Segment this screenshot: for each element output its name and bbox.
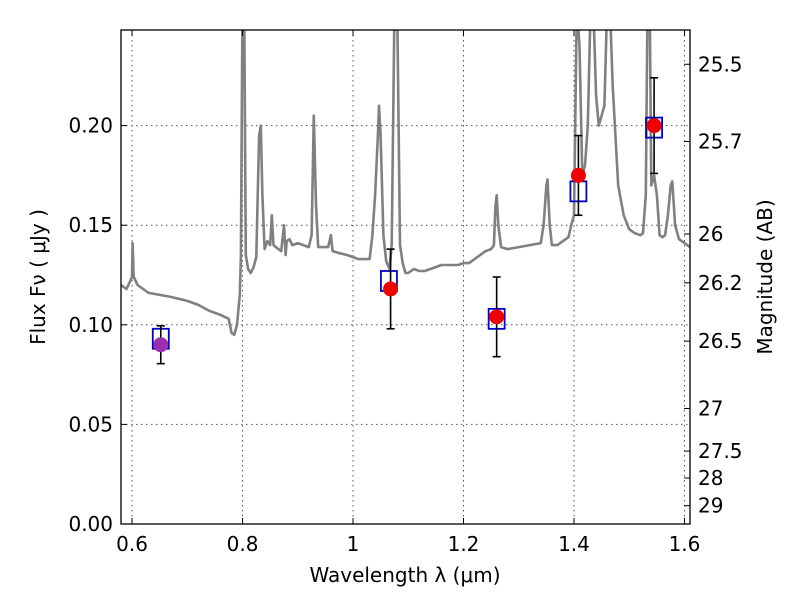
observed-point: [153, 337, 169, 353]
plot-frame: [120, 29, 691, 525]
right-tick-label: 25.7: [698, 130, 743, 154]
y-tick-label: 0.05: [68, 412, 113, 436]
y-tick-label: 0.10: [68, 313, 113, 337]
x-tick-label: 1.4: [558, 532, 590, 556]
x-axis-label: Wavelength λ (μm): [309, 563, 500, 587]
spectrum-line: [121, 30, 690, 337]
right-tick-label: 25.5: [698, 52, 743, 76]
right-tick-label: 29: [698, 494, 723, 518]
right-tick-label: 27: [698, 396, 723, 420]
observed-point: [570, 167, 586, 183]
y-tick-label: 0.00: [68, 512, 113, 536]
y-tick-label: 0.15: [68, 213, 113, 237]
observed-point: [646, 118, 662, 134]
right-tick-label: 28: [698, 466, 723, 490]
right-tick-label: 26.5: [698, 329, 743, 353]
photometry-points: [151, 77, 663, 365]
observed-point: [489, 309, 505, 325]
x-tick-label: 1.6: [669, 532, 701, 556]
x-tick-label: 0.6: [116, 532, 148, 556]
x-tick-label: 1.2: [448, 532, 480, 556]
x-tick-label: 1: [347, 532, 360, 556]
right-tick-label: 26.2: [698, 271, 743, 295]
right-axis-label: Magnitude (AB): [753, 199, 777, 354]
right-tick-label: 26: [698, 222, 723, 246]
x-tick-label: 0.8: [227, 532, 259, 556]
right-tick-label: 27.5: [698, 439, 743, 463]
y-tick-label: 0.20: [68, 114, 113, 138]
axis-ticks: 0.6 0.8 1 1.2 1.4 1.6 0.00 0.05 0.10 0.15 0.20 25.5…: [68, 30, 743, 556]
spectrum-series: [121, 30, 690, 337]
observed-point: [383, 281, 399, 297]
y-axis-label: Flux Fν ( μJy ): [26, 209, 50, 345]
